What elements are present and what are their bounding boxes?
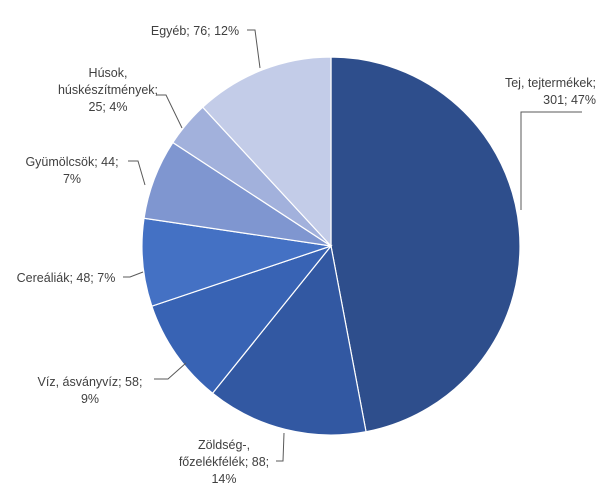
slice-data-label-line: 14%	[211, 472, 236, 486]
slice-data-label-line: Tej, tejtermékek;	[505, 76, 596, 90]
pie-slices	[141, 56, 521, 436]
data-labels: Tej, tejtermékek; 301; 47% Zöldség-, főzelé…	[17, 24, 596, 486]
slice-data-label-line: Húsok,	[89, 66, 128, 80]
slice-data-label-line: 301; 47%	[543, 93, 596, 107]
slice-data-label-line: főzelékfélék; 88;	[179, 455, 269, 469]
leader-line	[520, 111, 582, 210]
slice-data-label: Húsok, húskészítmények; 25; 4%	[58, 66, 158, 114]
slice-data-label: Tej, tejtermékek; 301; 47%	[505, 76, 596, 107]
slice-data-label-line: Egyéb; 76; 12%	[151, 24, 239, 38]
leader-line	[128, 160, 146, 186]
leader-line	[156, 94, 183, 129]
slice-data-label: Zöldség-, főzelékfélék; 88; 14%	[179, 438, 269, 486]
slice-data-label-line: húskészítmények;	[58, 83, 158, 97]
leader-line	[154, 362, 187, 380]
slice-data-label-line: Cereáliák; 48; 7%	[17, 271, 116, 285]
leader-line	[276, 432, 285, 462]
slice-data-label: Gyümölcsök; 44; 7%	[25, 155, 118, 186]
slice-data-label: Egyéb; 76; 12%	[151, 24, 239, 38]
slice-data-label-line: Víz, ásványvíz; 58;	[38, 375, 143, 389]
pie-slice	[151, 244, 333, 395]
pie-slice	[211, 244, 367, 436]
leader-line	[247, 29, 261, 69]
slice-data-label-line: Zöldség-,	[198, 438, 250, 452]
pie-slice	[201, 56, 332, 248]
slice-data-label-line: 7%	[63, 172, 81, 186]
pie-slice	[330, 56, 521, 433]
slice-data-label: Cereáliák; 48; 7%	[17, 271, 116, 285]
slice-data-label-line: 25; 4%	[89, 100, 128, 114]
slice-data-label: Víz, ásványvíz; 58; 9%	[38, 375, 143, 406]
slice-data-label-line: Gyümölcsök; 44;	[25, 155, 118, 169]
leader-line	[123, 271, 144, 278]
leader-lines	[123, 29, 582, 462]
slice-data-label-line: 9%	[81, 392, 99, 406]
